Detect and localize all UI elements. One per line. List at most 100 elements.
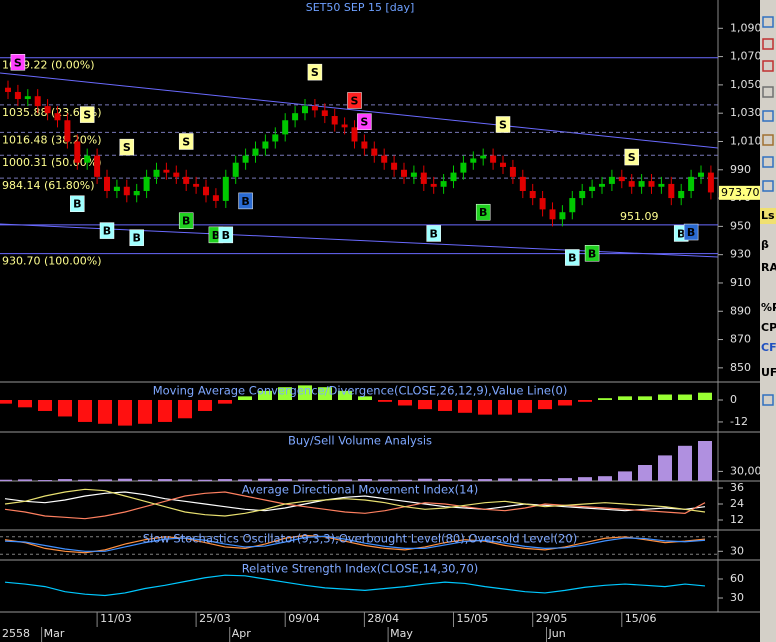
signal-box	[178, 212, 194, 229]
bar	[518, 400, 532, 413]
candle-body	[401, 169, 407, 177]
fib-label: 1035.88 (23.60%)	[2, 106, 102, 119]
y-tick-label: 1,030	[730, 106, 762, 119]
candle-body	[5, 87, 11, 92]
toolbar-button[interactable]: CP	[761, 321, 776, 334]
candle-body	[371, 148, 378, 156]
candle-body	[163, 169, 170, 173]
bar	[158, 479, 172, 481]
bar	[178, 400, 192, 419]
x-tick-label: 28/04	[367, 612, 399, 625]
bar	[678, 394, 692, 401]
bar	[438, 479, 452, 481]
candle-body	[331, 116, 338, 125]
y-tick-label: 1,050	[730, 78, 762, 91]
bar	[38, 400, 52, 411]
support-label: 951.09	[620, 210, 659, 223]
toolbar-icon[interactable]	[762, 86, 774, 98]
signal-box	[683, 223, 699, 241]
bar	[318, 479, 332, 481]
toolbar-button[interactable]: Ls	[761, 209, 775, 222]
panel-title: Moving Average Convergence/Divergence(CL…	[153, 384, 568, 398]
candle-body	[84, 155, 91, 163]
signal-label: S	[311, 66, 319, 79]
signal-box	[79, 106, 95, 123]
toolbar-icon[interactable]	[762, 156, 774, 168]
toolbar-button[interactable]: CF	[761, 341, 776, 354]
bar	[298, 385, 312, 401]
bar	[358, 479, 372, 481]
y-tick-label: 30,000	[730, 464, 769, 477]
line	[4, 574, 706, 597]
bar	[578, 477, 592, 481]
signal-box	[307, 63, 323, 81]
toolbar-icon[interactable]	[762, 180, 774, 192]
bar	[478, 479, 492, 481]
signal-label: S	[14, 56, 22, 69]
toolbar-icon[interactable]	[762, 134, 774, 146]
bar	[98, 479, 112, 481]
signal-label: S	[499, 119, 507, 132]
bar	[398, 479, 412, 481]
candle-body	[292, 113, 299, 121]
signal-label: S	[628, 151, 636, 164]
signal-box	[238, 192, 253, 210]
bar	[318, 387, 332, 401]
bar	[338, 390, 352, 401]
toolbar-icon[interactable]	[762, 60, 774, 72]
signal-box	[426, 225, 441, 242]
signal-box	[584, 245, 600, 262]
bar	[18, 479, 32, 481]
bar	[418, 400, 432, 410]
candle-body	[638, 181, 645, 187]
candle-body	[272, 134, 279, 142]
toolbar-icon[interactable]	[762, 394, 774, 406]
month-label: May	[390, 627, 413, 640]
signal-label: B	[568, 251, 576, 264]
bar	[218, 400, 232, 404]
toolbar-icon[interactable]	[762, 38, 774, 50]
bar	[218, 479, 232, 481]
candle-body	[361, 141, 368, 149]
bar	[98, 400, 112, 424]
bar	[58, 479, 72, 481]
toolbar-button[interactable]: RA	[761, 261, 776, 274]
toolbar-button[interactable]: %P	[761, 301, 776, 314]
signal-box	[70, 195, 85, 212]
signal-box	[357, 113, 372, 130]
bar	[158, 400, 172, 422]
candle-body	[44, 106, 51, 114]
channel-upper	[0, 72, 719, 149]
bar	[178, 479, 192, 481]
candle-body	[212, 195, 219, 201]
signal-box	[99, 222, 115, 239]
toolbar-icon[interactable]	[762, 16, 774, 28]
y-tick-label: -12	[730, 415, 748, 428]
toolbar-button[interactable]: β	[761, 238, 769, 251]
bar	[478, 400, 492, 415]
bar	[658, 394, 672, 401]
toolbar-button[interactable]: UF	[761, 366, 776, 379]
candle-body	[559, 212, 566, 220]
bar	[338, 479, 352, 481]
candle-body	[183, 176, 190, 184]
x-tick-label: 15/06	[625, 612, 657, 625]
candle-body	[420, 172, 427, 184]
bar	[658, 455, 672, 481]
candle-body	[579, 191, 586, 199]
candle-body	[14, 91, 21, 100]
toolbar-highlight	[760, 208, 776, 224]
bar	[458, 479, 472, 481]
candle-body	[391, 162, 398, 170]
y-tick-label: 36	[730, 481, 744, 494]
candle-body	[252, 148, 259, 156]
y-tick-label: 910	[730, 276, 751, 289]
bar	[258, 390, 272, 401]
chart-title: SET50 SEP 15 [day]	[306, 1, 415, 14]
toolbar-icon[interactable]	[762, 110, 774, 122]
bar	[278, 387, 292, 401]
bar	[678, 445, 692, 481]
bar	[138, 400, 152, 424]
